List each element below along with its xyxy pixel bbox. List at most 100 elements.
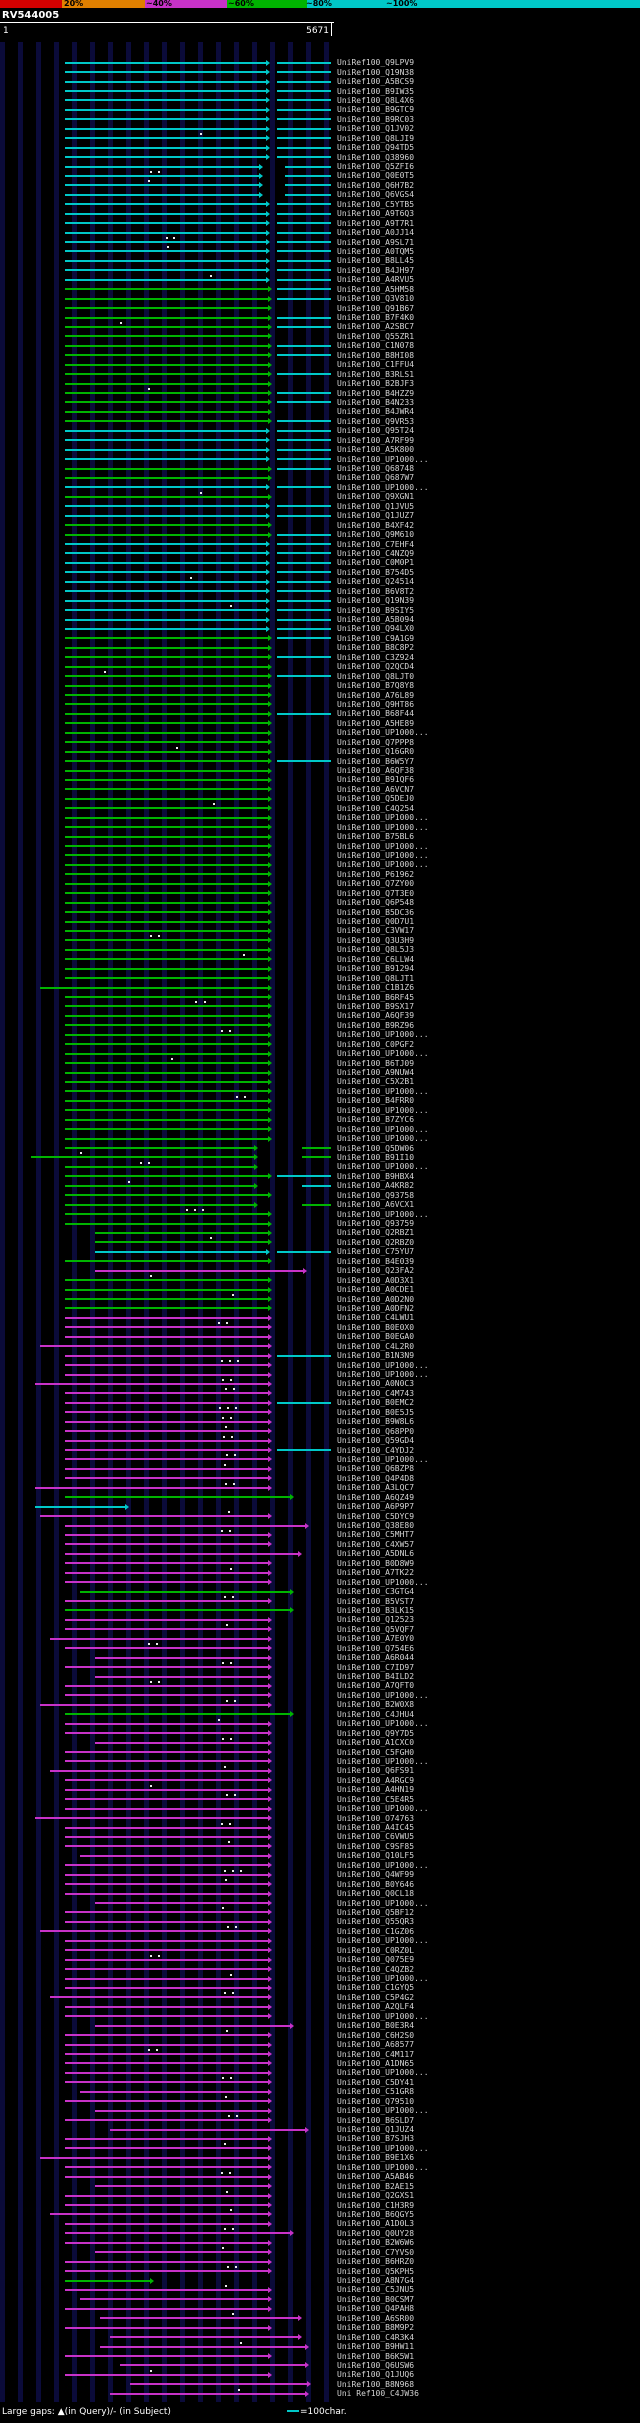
hit-label[interactable]: UniRef100_UP1000... — [337, 1454, 429, 1464]
hsp-bar[interactable] — [64, 2005, 268, 2008]
hit-row[interactable]: UniRef100_A4IC45 — [0, 1822, 640, 1832]
hsp-bar[interactable] — [64, 1628, 268, 1631]
hsp-bar[interactable] — [64, 2071, 268, 2074]
hit-row[interactable]: UniRef100_B2AE15 — [0, 2181, 640, 2191]
hsp-bar[interactable] — [64, 174, 259, 177]
hit-label[interactable]: UniRef100_Q5DW06 — [337, 1143, 415, 1153]
hsp-bar[interactable] — [64, 712, 268, 715]
hit-label[interactable]: UniRef100_UP1000... — [337, 2011, 429, 2021]
hit-label[interactable]: UniRef100_Q24514 — [337, 577, 415, 587]
hit-label[interactable]: UniRef100_B2W6W6 — [337, 2238, 415, 2248]
hit-label[interactable]: UniRef100_B6W5Y7 — [337, 756, 415, 766]
hit-row[interactable]: UniRef100_B91I10 — [0, 1152, 640, 1162]
hit-row[interactable]: UniRef100_B9E1X6 — [0, 2153, 640, 2162]
hit-row[interactable]: UniRef100_Q6H7B2 — [0, 180, 640, 190]
hit-row[interactable]: UniRef100_B0E5J5 — [0, 1407, 640, 1417]
hit-label[interactable]: UniRef100_UP1000... — [337, 2143, 429, 2153]
hit-row[interactable]: UniRef100_Q7ZY00 — [0, 879, 640, 888]
hit-row[interactable]: UniRef100_A0D3X1 — [0, 1275, 640, 1285]
hsp-bar[interactable] — [64, 590, 266, 593]
hit-row[interactable]: UniRef100_C4QZB2 — [0, 1964, 640, 1974]
hit-label[interactable]: UniRef100_C4LWU1 — [337, 1313, 415, 1323]
hit-row[interactable]: UniRef100_A4RVU5 — [0, 274, 640, 284]
hsp-bar[interactable] — [301, 1147, 331, 1150]
hsp-bar[interactable] — [64, 684, 268, 687]
hsp-bar[interactable] — [64, 1109, 268, 1112]
hsp-bar[interactable] — [64, 307, 268, 310]
hit-label[interactable]: UniRef100_C9SF85 — [337, 1841, 415, 1851]
hsp-bar[interactable] — [64, 1288, 268, 1291]
hit-row[interactable]: UniRef100_B0EMC2 — [0, 1398, 640, 1407]
hit-row[interactable]: UniRef100_B4N233 — [0, 398, 640, 407]
hit-label[interactable]: UniRef100_Q16GR0 — [337, 747, 415, 757]
hit-label[interactable]: UniRef100_C51GR8 — [337, 2087, 415, 2097]
hsp-bar[interactable] — [64, 1080, 268, 1083]
hit-label[interactable]: UniRef100_A9T7R1 — [337, 218, 415, 228]
hit-row[interactable]: UniRef100_B0D8W9 — [0, 1559, 640, 1568]
hit-row[interactable]: UniRef100_B8M9P2 — [0, 2323, 640, 2332]
hit-row[interactable]: UniRef100_B0CSM7 — [0, 2295, 640, 2304]
hit-row[interactable]: UniRef100_C5MHT7 — [0, 1529, 640, 1539]
hit-label[interactable]: UniRef100_UP1000... — [337, 1105, 429, 1115]
hsp-bar[interactable] — [64, 1968, 268, 1971]
hit-row[interactable]: UniRef100_UP1000... — [0, 1134, 640, 1143]
hsp-bar[interactable] — [80, 1854, 268, 1857]
hsp-bar[interactable] — [64, 835, 268, 838]
hsp-bar[interactable] — [64, 278, 266, 281]
hit-label[interactable]: UniRef100_Q687W7 — [337, 473, 415, 483]
hsp-bar[interactable] — [64, 514, 266, 517]
hsp-bar[interactable] — [99, 2317, 298, 2320]
hit-label[interactable]: UniRef100_B7ZYC6 — [337, 1115, 415, 1125]
hit-label[interactable]: UniRef100_C1GZ06 — [337, 1926, 415, 1936]
hit-row[interactable]: UniRef100_UP1000... — [0, 2012, 640, 2021]
hit-label[interactable]: UniRef100_A76L89 — [337, 690, 415, 700]
hit-label[interactable]: UniRef100_A2QLF4 — [337, 2002, 415, 2012]
hit-row[interactable]: UniRef100_C5DY41 — [0, 2077, 640, 2087]
hsp-bar[interactable] — [277, 580, 331, 583]
hit-row[interactable]: UniRef100_UP1000... — [0, 728, 640, 737]
hsp-bar[interactable] — [95, 1250, 266, 1253]
hit-label[interactable]: UniRef100_A7QFT0 — [337, 1681, 415, 1691]
hsp-bar[interactable] — [64, 1411, 268, 1414]
hsp-bar[interactable] — [64, 325, 268, 328]
hit-label[interactable]: UniRef100_C4XW57 — [337, 1539, 415, 1549]
hit-row[interactable]: UniRef100_B4E039 — [0, 1257, 640, 1266]
hsp-bar[interactable] — [95, 2185, 268, 2188]
hit-row[interactable]: UniRef100_UP1000... — [0, 1029, 640, 1039]
hit-label[interactable]: UniRef100_C1GYQ5 — [337, 1983, 415, 1993]
hit-label[interactable]: UniRef100_C75YU7 — [337, 1247, 415, 1257]
hsp-bar[interactable] — [64, 259, 266, 262]
hsp-bar[interactable] — [64, 665, 268, 668]
hsp-bar[interactable] — [64, 373, 268, 376]
hsp-bar[interactable] — [64, 222, 266, 225]
hit-row[interactable]: UniRef100_B8C8P2 — [0, 643, 640, 652]
hit-label[interactable]: UniRef100_Q2GXS1 — [337, 2191, 415, 2201]
hsp-bar[interactable] — [64, 2166, 268, 2169]
hsp-bar[interactable] — [64, 854, 268, 857]
hit-label[interactable]: UniRef100_B4N233 — [337, 397, 415, 407]
hit-row[interactable]: UniRef100_A4HN19 — [0, 1784, 640, 1794]
hit-label[interactable]: UniRef100_A6QZ49 — [337, 1492, 415, 1502]
hsp-bar[interactable] — [64, 1788, 268, 1791]
hit-label[interactable]: UniRef100_Q9Y7D5 — [337, 1728, 415, 1738]
hit-row[interactable]: UniRef100_UP1000... — [0, 1861, 640, 1870]
hit-label[interactable]: UniRef100_Q55QR3 — [337, 1917, 415, 1927]
hit-row[interactable]: UniRef100_Q94LX0 — [0, 624, 640, 633]
hsp-bar[interactable] — [277, 99, 331, 102]
hsp-bar[interactable] — [64, 1779, 268, 1782]
hit-label[interactable]: UniRef100_Q1JUQ6 — [337, 2370, 415, 2380]
hsp-bar[interactable] — [64, 1826, 268, 1829]
hsp-bar[interactable] — [64, 533, 268, 536]
hit-label[interactable]: UniRef100_Q93758 — [337, 1190, 415, 1200]
hsp-bar[interactable] — [64, 929, 268, 932]
hit-label[interactable]: UniRef100_B9RZ96 — [337, 1020, 415, 1030]
hsp-bar[interactable] — [64, 269, 266, 272]
hit-row[interactable]: UniRef100_C7YVS0 — [0, 2247, 640, 2257]
hit-row[interactable]: UniRef100_UP1000... — [0, 860, 640, 869]
hit-label[interactable]: UniRef100_O74763 — [337, 1813, 415, 1823]
hsp-bar[interactable] — [64, 1184, 255, 1187]
hsp-bar[interactable] — [64, 1939, 268, 1942]
hsp-bar[interactable] — [64, 1864, 268, 1867]
hit-label[interactable]: UniRef100_B2W0X8 — [337, 1700, 415, 1710]
hit-label[interactable]: UniRef100_B9IW35 — [337, 86, 415, 96]
